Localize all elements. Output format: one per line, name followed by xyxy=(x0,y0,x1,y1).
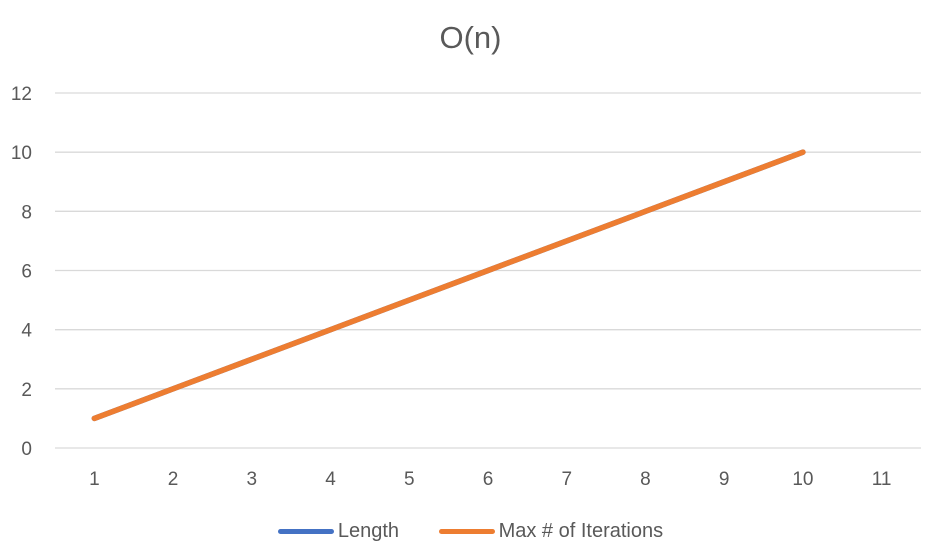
x-axis-ticks: 1 2 3 4 5 6 7 8 9 10 11 xyxy=(89,469,891,490)
x-tick-label: 2 xyxy=(168,469,179,490)
y-tick-label: 2 xyxy=(21,380,32,401)
y-tick-label: 12 xyxy=(11,84,32,105)
y-tick-label: 6 xyxy=(21,262,32,283)
y-tick-label: 4 xyxy=(21,321,32,342)
legend-item-max-iterations: Max # of Iterations xyxy=(438,520,664,543)
y-axis-ticks: 0 2 4 6 8 10 12 xyxy=(11,84,33,460)
x-tick-label: 8 xyxy=(640,469,651,490)
y-tick-label: 10 xyxy=(11,143,32,164)
x-tick-label: 4 xyxy=(325,469,336,490)
chart-title: O(n) xyxy=(439,20,502,55)
x-tick-label: 10 xyxy=(792,469,813,490)
legend-label-max-iterations: Max # of Iterations xyxy=(498,520,664,542)
series-line-max-iterations xyxy=(91,149,806,422)
x-tick-label: 6 xyxy=(483,469,494,490)
y-tick-label: 0 xyxy=(21,439,32,460)
y-tick-label: 8 xyxy=(21,202,32,223)
legend-swatch-max-iterations xyxy=(438,529,495,534)
x-tick-label: 11 xyxy=(872,469,892,490)
series-lines xyxy=(91,149,806,422)
legend-swatch-length xyxy=(277,529,334,534)
x-tick-label: 1 xyxy=(89,469,100,490)
x-tick-label: 3 xyxy=(247,469,258,490)
x-tick-label: 7 xyxy=(561,469,572,490)
gridlines xyxy=(55,92,921,449)
x-tick-label: 5 xyxy=(404,469,415,490)
legend: Length Max # of Iterations xyxy=(0,517,941,543)
x-tick-label: 9 xyxy=(719,469,730,490)
legend-label-length: Length xyxy=(337,520,400,542)
legend-item-length: Length xyxy=(277,520,400,543)
